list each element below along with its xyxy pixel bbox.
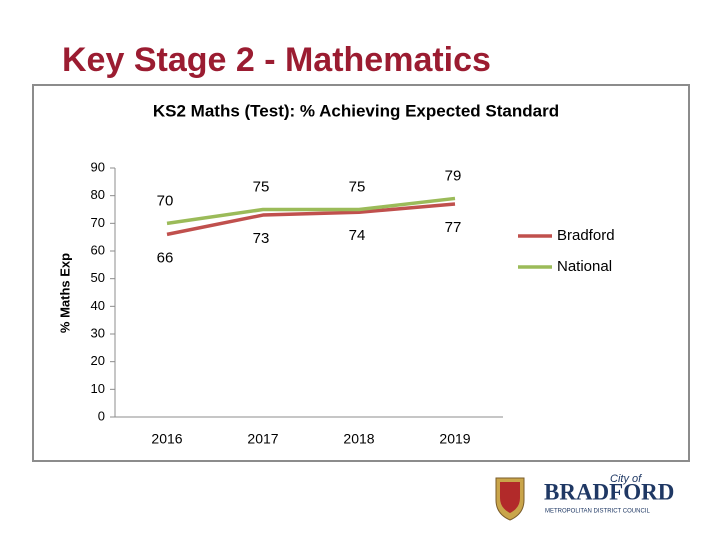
logo: City of BRADFORD METROPOLITAN DISTRICT C…	[495, 473, 674, 521]
y-tick-label: 20	[91, 353, 105, 368]
y-tick-label: 10	[91, 381, 105, 396]
y-tick-label: 40	[91, 298, 105, 313]
data-label: 77	[445, 219, 462, 236]
y-tick-label: 80	[91, 187, 105, 202]
data-label: 66	[157, 249, 174, 266]
x-tick-label: 2018	[343, 431, 374, 447]
crest-shield	[500, 482, 520, 513]
y-tick-label: 60	[91, 242, 105, 257]
data-label: 74	[349, 227, 366, 244]
logo-council: METROPOLITAN DISTRICT COUNCIL	[545, 509, 650, 515]
y-tick-label: 90	[91, 159, 105, 174]
y-axis-label: % Maths Exp	[57, 253, 72, 333]
data-label: 73	[253, 230, 270, 247]
series-line	[166, 202, 456, 237]
x-tick-label: 2016	[151, 431, 182, 447]
slide-title: Key Stage 2 - Mathematics	[62, 41, 491, 79]
logo-name: BRADFORD	[544, 479, 674, 504]
x-tick-label: 2019	[439, 431, 470, 447]
y-tick-label: 50	[91, 270, 105, 285]
logo-city: City of	[610, 473, 642, 485]
data-label: 75	[253, 178, 270, 195]
legend-label: Bradford	[557, 227, 615, 244]
y-tick-label: 0	[98, 408, 105, 423]
data-label: 70	[157, 192, 174, 209]
y-tick-label: 70	[91, 215, 105, 230]
chart-frame	[32, 84, 690, 462]
data-label: 75	[349, 178, 366, 195]
legend-label: National	[557, 258, 612, 275]
y-tick-label: 30	[91, 325, 105, 340]
x-tick-label: 2017	[247, 431, 278, 447]
data-label: 79	[445, 167, 462, 184]
series-line	[166, 196, 456, 226]
chart-title: KS2 Maths (Test): % Achieving Expected S…	[153, 101, 559, 120]
